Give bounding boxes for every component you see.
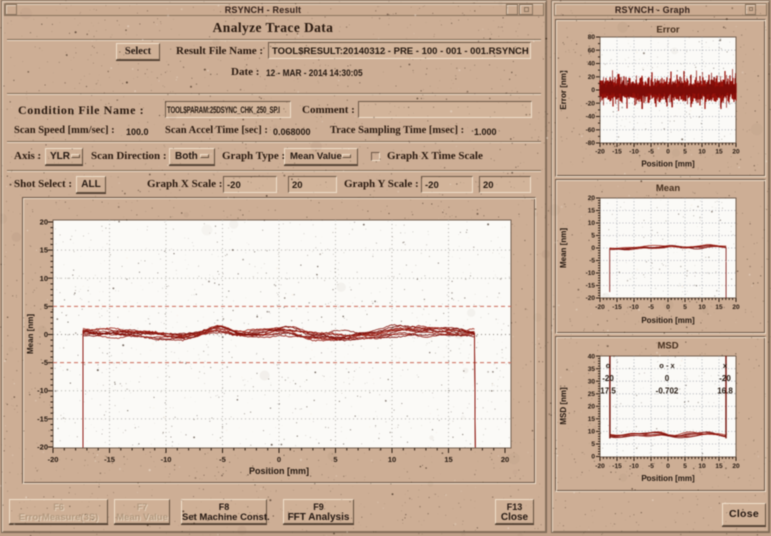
svg-text:-80: -80 [586,140,596,147]
svg-text:Mean [nm]: Mean [nm] [26,314,35,354]
svg-text:0: 0 [591,454,595,461]
svg-text:16.8: 16.8 [717,387,733,396]
svg-text:o: o [606,361,611,370]
svg-text:10: 10 [698,149,706,156]
svg-text:17.5: 17.5 [600,387,616,396]
svg-text:MSD: MSD [657,341,678,352]
svg-text:-20: -20 [595,463,605,470]
svg-text:-20: -20 [48,455,59,464]
svg-text:30: 30 [588,378,596,385]
svg-text:Position [mm]: Position [mm] [641,316,695,325]
svg-text:40: 40 [588,61,596,68]
svg-text:-20: -20 [719,374,731,383]
svg-text:20: 20 [588,404,596,411]
svg-text:MSD [nm]: MSD [nm] [559,387,568,425]
svg-text:-5: -5 [589,258,595,265]
svg-text:-5: -5 [219,455,226,464]
svg-text:20: 20 [732,149,740,156]
svg-text:60: 60 [588,48,596,55]
svg-text:-5: -5 [648,463,654,470]
svg-text:15: 15 [588,208,596,215]
svg-text:15: 15 [715,304,723,311]
svg-text:-15: -15 [586,283,596,290]
svg-text:80: 80 [588,34,596,41]
svg-text:Error [nm]: Error [nm] [559,70,568,109]
svg-text:25: 25 [588,391,596,398]
svg-text:-10: -10 [161,455,172,464]
svg-text:-0.702: -0.702 [656,387,679,396]
svg-text:35: 35 [588,366,596,373]
svg-text:5: 5 [683,463,687,470]
svg-text:10: 10 [40,274,48,283]
svg-text:Error: Error [656,25,680,36]
svg-text:Mean [nm]: Mean [nm] [559,228,568,268]
svg-text:-20: -20 [595,149,605,156]
svg-text:20: 20 [501,455,509,464]
svg-text:10: 10 [588,220,596,227]
svg-text:x: x [723,361,728,370]
svg-text:-5: -5 [648,304,654,311]
svg-text:0: 0 [666,304,670,311]
svg-text:-10: -10 [629,149,639,156]
svg-text:-10: -10 [629,463,639,470]
svg-text:-10: -10 [629,304,639,311]
svg-text:0: 0 [591,87,595,94]
svg-text:Position [mm]: Position [mm] [249,466,309,476]
svg-text:-15: -15 [612,463,622,470]
svg-text:0: 0 [665,374,670,383]
svg-text:-15: -15 [104,455,115,464]
svg-text:5: 5 [683,149,687,156]
svg-text:20: 20 [588,74,596,81]
svg-text:5: 5 [683,304,687,311]
svg-text:-20: -20 [586,101,596,108]
svg-text:-20: -20 [37,443,48,452]
svg-text:10: 10 [588,429,596,436]
svg-text:0: 0 [44,330,48,339]
svg-text:20: 20 [732,304,740,311]
svg-text:5: 5 [44,302,48,311]
svg-text:15: 15 [444,455,452,464]
svg-text:15: 15 [588,416,596,423]
svg-text:20: 20 [40,218,48,227]
svg-text:0: 0 [591,245,595,252]
svg-text:15: 15 [715,463,723,470]
svg-text:-5: -5 [648,149,654,156]
svg-text:-15: -15 [612,304,622,311]
svg-text:-20: -20 [586,295,596,302]
svg-text:-15: -15 [612,149,622,156]
svg-text:Position [mm]: Position [mm] [641,474,695,483]
svg-text:-10: -10 [37,386,48,395]
svg-text:-60: -60 [586,127,596,134]
svg-text:10: 10 [388,455,396,464]
svg-text:5: 5 [333,455,337,464]
svg-text:5: 5 [591,441,595,448]
svg-text:20: 20 [732,463,740,470]
svg-text:o - x: o - x [659,361,675,370]
svg-text:-5: -5 [41,358,48,367]
svg-text:0: 0 [277,455,281,464]
svg-text:-20: -20 [595,304,605,311]
svg-text:0: 0 [666,463,670,470]
svg-text:40: 40 [588,353,596,360]
svg-text:15: 15 [40,246,48,255]
svg-text:-10: -10 [586,270,596,277]
svg-text:-20: -20 [602,374,614,383]
svg-text:Position [mm]: Position [mm] [641,160,695,169]
svg-text:15: 15 [715,149,723,156]
svg-text:10: 10 [698,463,706,470]
svg-text:10: 10 [698,304,706,311]
svg-text:5: 5 [591,233,595,240]
svg-text:-15: -15 [37,414,48,423]
svg-text:0: 0 [666,149,670,156]
svg-text:20: 20 [588,195,596,202]
svg-text:-40: -40 [586,114,596,121]
svg-text:Mean: Mean [656,183,680,194]
